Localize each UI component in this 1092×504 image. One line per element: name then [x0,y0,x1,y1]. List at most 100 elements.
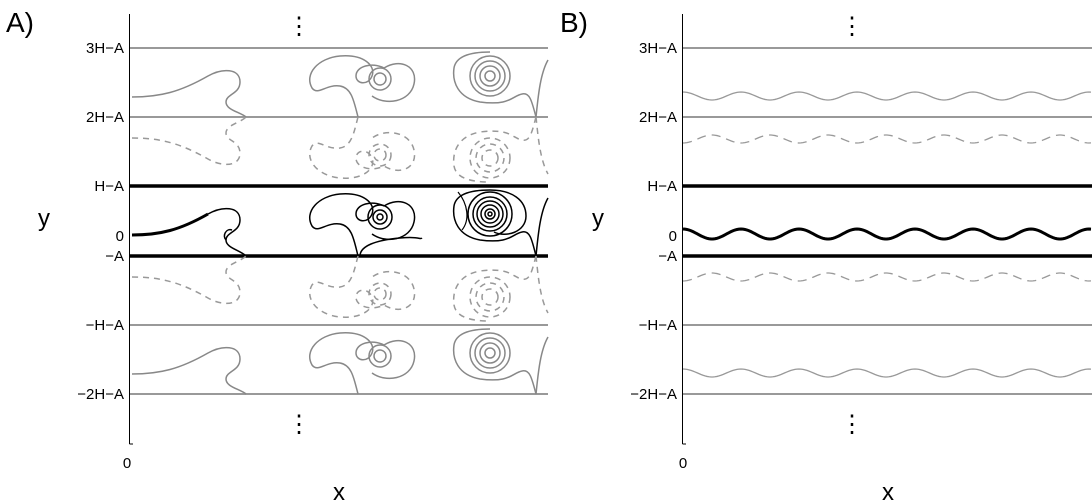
image-curve [131,346,247,395]
y-tick-label: −A [105,248,124,265]
panel-b-ellipsis-bottom: ⋮ [840,411,864,438]
y-tick-label: 2H−A [639,109,677,126]
panel-a-image-dashed-upper [131,116,549,183]
vortex-core [480,204,500,224]
panel-b-letter: B) [560,7,588,38]
image-vortex [484,70,496,82]
image-curve [309,332,416,395]
image-curve [309,55,416,118]
image-vortex [368,143,392,167]
y-tick-label: −2H−A [77,386,124,403]
image-vortex [481,149,499,167]
image-curve [131,255,247,305]
image-vortex [479,65,501,87]
vortex-core [484,208,496,220]
panel-a-y-axis-label: y [38,205,50,232]
image-wave [682,272,1092,282]
panel-a-image-lower [131,328,549,395]
panel-a-ellipsis-bottom: ⋮ [287,411,311,438]
panel-a-x-axis-label: x [333,479,345,504]
image-vortex [373,148,387,162]
image-vortex [469,55,511,97]
image-curve [309,255,416,318]
interface-curve [131,212,209,237]
y-tick-label: 0 [669,228,677,245]
image-vortex [479,342,501,364]
vortex-core [372,209,388,225]
image-vortex [373,349,387,363]
panel-b-boundaries [683,47,1092,395]
y-tick-label: H−A [94,178,124,195]
y-tick-label: −H−A [639,317,677,334]
interface-curve [371,201,416,241]
image-curve [452,328,537,395]
image-vortex [481,288,499,306]
vortex-core [472,196,508,232]
image-vortex [475,282,505,312]
image-vortex [475,143,505,173]
image-wave [682,91,1092,101]
image-curve [452,255,537,322]
panel-a-letter: A) [6,7,34,38]
panel-a-x-tick-label: 0 [123,455,131,472]
panel-a-y-ticks: 3H−A 2H−A H−A 0 −A −H−A −2H−A [77,40,124,403]
y-tick-label: 3H−A [639,40,677,57]
panel-a-ellipsis-top: ⋮ [287,13,311,40]
image-vortex [368,344,392,368]
panel-a-boundaries [130,47,548,395]
primary-wave [682,227,1092,241]
image-wave [682,368,1092,378]
vortex-core [487,211,493,217]
image-curve [131,116,247,166]
interface-curve [309,193,385,257]
interface-curve [359,236,423,257]
image-vortex [469,137,511,179]
y-tick-label: H−A [647,178,677,195]
image-vortex [368,282,392,306]
panel-a-image-upper [131,51,549,118]
image-vortex [484,347,496,359]
image-curve [309,116,416,179]
interface-curve [535,197,549,257]
interface-curve [452,189,537,257]
image-curve [535,59,549,118]
image-vortex [368,67,392,91]
image-vortex [474,60,506,92]
panel-b-y-axis-label: y [592,205,604,232]
y-tick-label: −H−A [86,317,124,334]
y-tick-label: 3H−A [86,40,124,57]
y-tick-label: 2H−A [86,109,124,126]
panel-b-x-axis-label: x [882,479,894,504]
y-tick-label: 0 [116,228,124,245]
panel-b: B) 3H−A 2H−A H−A 0 −A −H−A −2H−A y 0 x ⋮… [560,7,1092,504]
image-vortex [469,276,511,318]
image-curve [535,336,549,395]
vortex-core [367,204,393,230]
vortex-core [476,200,504,228]
image-vortex [373,287,387,301]
image-curve [535,255,549,314]
panel-a: A) 3H−A 2H−A H−A 0 −A −H−A −2H−A y 0 x ⋮ [6,7,549,504]
image-curve [131,69,247,118]
image-curve [535,116,549,175]
image-curve [452,116,537,183]
image-vortex [474,337,506,369]
image-curve [452,51,537,118]
vortex-core [376,213,384,221]
panel-b-waves [682,91,1092,378]
interface-curve [207,207,248,257]
vortex-core [467,191,513,237]
panel-a-image-dashed-lower [131,255,549,322]
interface-curve [223,228,233,241]
image-vortex [469,332,511,374]
panel-b-x-tick-label: 0 [679,455,687,472]
panel-b-ellipsis-top: ⋮ [840,13,864,40]
image-wave [682,134,1092,144]
interface-curve [457,191,468,231]
image-vortex [373,72,387,86]
panel-a-primary-interface [131,189,549,257]
y-tick-label: −A [658,248,677,265]
panel-b-y-ticks: 3H−A 2H−A H−A 0 −A −H−A −2H−A [630,40,677,403]
y-tick-label: −2H−A [630,386,677,403]
